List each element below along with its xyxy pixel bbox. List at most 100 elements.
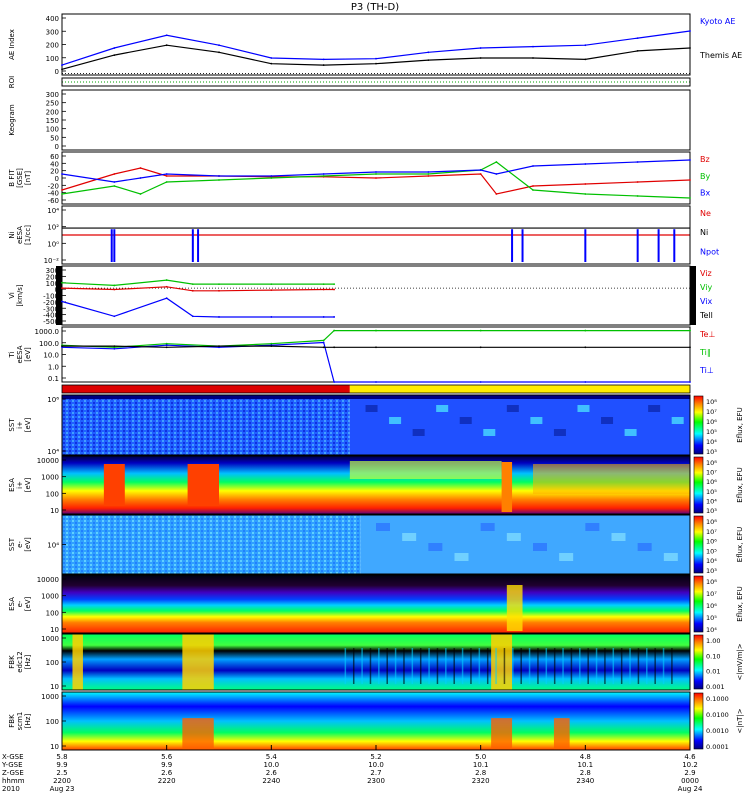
fbk-e-streak [453,648,455,684]
xtick-label: 2.5 [56,769,67,777]
colorbar-tick-cb_esa_i: 10⁷ [706,469,717,477]
series-point-bfit-0 [427,175,430,177]
ytick-label-esa_e: 1000 [41,593,59,601]
series-point-vi-0 [333,288,336,291]
sst-electron-block [454,553,469,561]
series-point-vi-2 [322,316,325,318]
panel-fbk_e: FBK edc12 [Hz] 1000 100 10 [8,633,691,691]
colorbar-tick-cb_sst_i: 10⁵ [706,428,717,436]
series-point-bfit-1 [427,173,430,175]
series-point-ti-2 [113,345,116,348]
series-group-ae [61,30,691,71]
colorbar-tick-cb_esa_e: 10⁵ [706,614,717,622]
sst-ion-spectrogram-late [349,395,690,455]
panel-ylabel-ni: [1/cc] [24,225,32,245]
series-point-bfit-2 [427,171,430,173]
esa-electron-spectrogram [62,575,690,633]
series-point-ti-1 [689,381,691,383]
xtick-label: 0000 [681,777,699,785]
series-point-vi-2 [165,297,168,300]
colorbar-scale-cb_fbk_b [693,692,704,750]
xtick-label: 2200 [53,777,71,785]
series-point-ti-2 [270,345,273,348]
colorbar-tick-cb_fbk_e: 0.01 [706,668,720,676]
fbk-e-streak [428,648,430,684]
fbk-e-streak [562,648,564,684]
panel-frame-keo [61,89,691,151]
ytick-label-ti: 1.0 [48,363,59,371]
series-line-ae-1 [61,44,691,70]
sst-ion-block [530,417,543,424]
series-point-bfit-1 [113,185,116,187]
series-point-vi-1 [191,283,194,286]
colorbar-tick-cb_sst_e: 10³ [706,567,717,575]
fbk-e-streak [344,648,347,684]
series-point-ae-1 [532,57,534,59]
sst-ion-top-band [62,395,690,399]
colorbar-scale-cb_esa_i [693,456,704,514]
fbk-e-streak [570,648,573,684]
esa-ion-burst-1 [187,464,219,506]
ytick-label-keo: 300 [46,91,59,99]
series-point-ae-0 [375,57,377,60]
fbk-b-burst-1 [491,718,513,750]
fbk-e-streak [671,648,673,684]
panel-ylabel-sst_i: SST [8,418,16,432]
series-point-bfit-2 [322,173,325,175]
colorbar-scale-cb_fbk_e [693,634,704,690]
panel-ylabel-ti: [eV] [24,347,32,362]
series-point-ae-1 [218,51,220,54]
series-point-ae-0 [322,58,325,61]
fbk-e-streak [595,648,598,684]
xtick-label: Aug 23 [50,785,75,793]
ytick-label-vi: 0 [55,286,59,294]
series-point-ti-2 [689,346,691,349]
series-point-ae-1 [479,57,482,59]
series-point-bfit-1 [584,193,587,195]
panel-frame-esa_e [61,574,691,634]
series-point-bfit-1 [532,189,534,191]
xaxis-row-label: Y-GSE [1,761,23,769]
series-point-bfit-1 [165,181,168,183]
series-point-bfit-0 [375,177,377,179]
colorbar-tick-cb_sst_e: 10⁴ [706,557,717,565]
colorbar-label-cb_esa_i: Eflux, EFU [736,467,744,502]
series-point-ae-1 [270,62,273,65]
ytick-label-bfit: -60 [48,197,59,205]
fbk-e-streak [445,648,447,684]
colorbar-cb_sst_i: 10⁸ 10⁷ 10⁶ 10⁵ 10⁴ 10³ Eflux, EFU [693,395,744,456]
series-point-ae-0 [532,45,534,48]
sst-ion-block [671,417,684,424]
legend-vi-3: Tell [699,311,713,320]
panel-ylabel-vi: Vi [8,292,16,299]
ytick-label-ti: 10.0 [43,352,59,360]
series-point-bfit-1 [636,195,639,197]
sst-ion-block [412,429,425,436]
fbk-e-streak [620,648,623,684]
ytick-label-esa_e: 10000 [37,576,59,584]
series-point-bfit-2 [689,159,691,161]
ytick-label-ni: 10⁴ [47,207,59,215]
esa-ion-yellow-region [349,461,502,479]
sst-electron-block [533,543,547,551]
sst-ion-block [553,429,566,436]
xtick-label: 5.4 [266,753,278,761]
series-point-bfit-0 [113,173,116,175]
panel-frame-vi [61,265,691,326]
ytick-label-ae: 400 [46,15,59,23]
sst-ion-spectrogram-early [62,395,350,455]
xtick-label: 9.9 [56,761,67,769]
legend-vi-1: Viy [700,283,713,292]
series-point-bfit-2 [479,169,482,171]
fbk-e-streak [419,648,422,684]
legend-ae-0: Kyoto AE [700,17,735,26]
series-point-ae-1 [165,44,168,47]
ytick-label-bfit: -40 [48,190,59,198]
x-axis: X-GSEY-GSEZ-GSEhhmm20105.89.92.52200Aug … [1,745,703,793]
